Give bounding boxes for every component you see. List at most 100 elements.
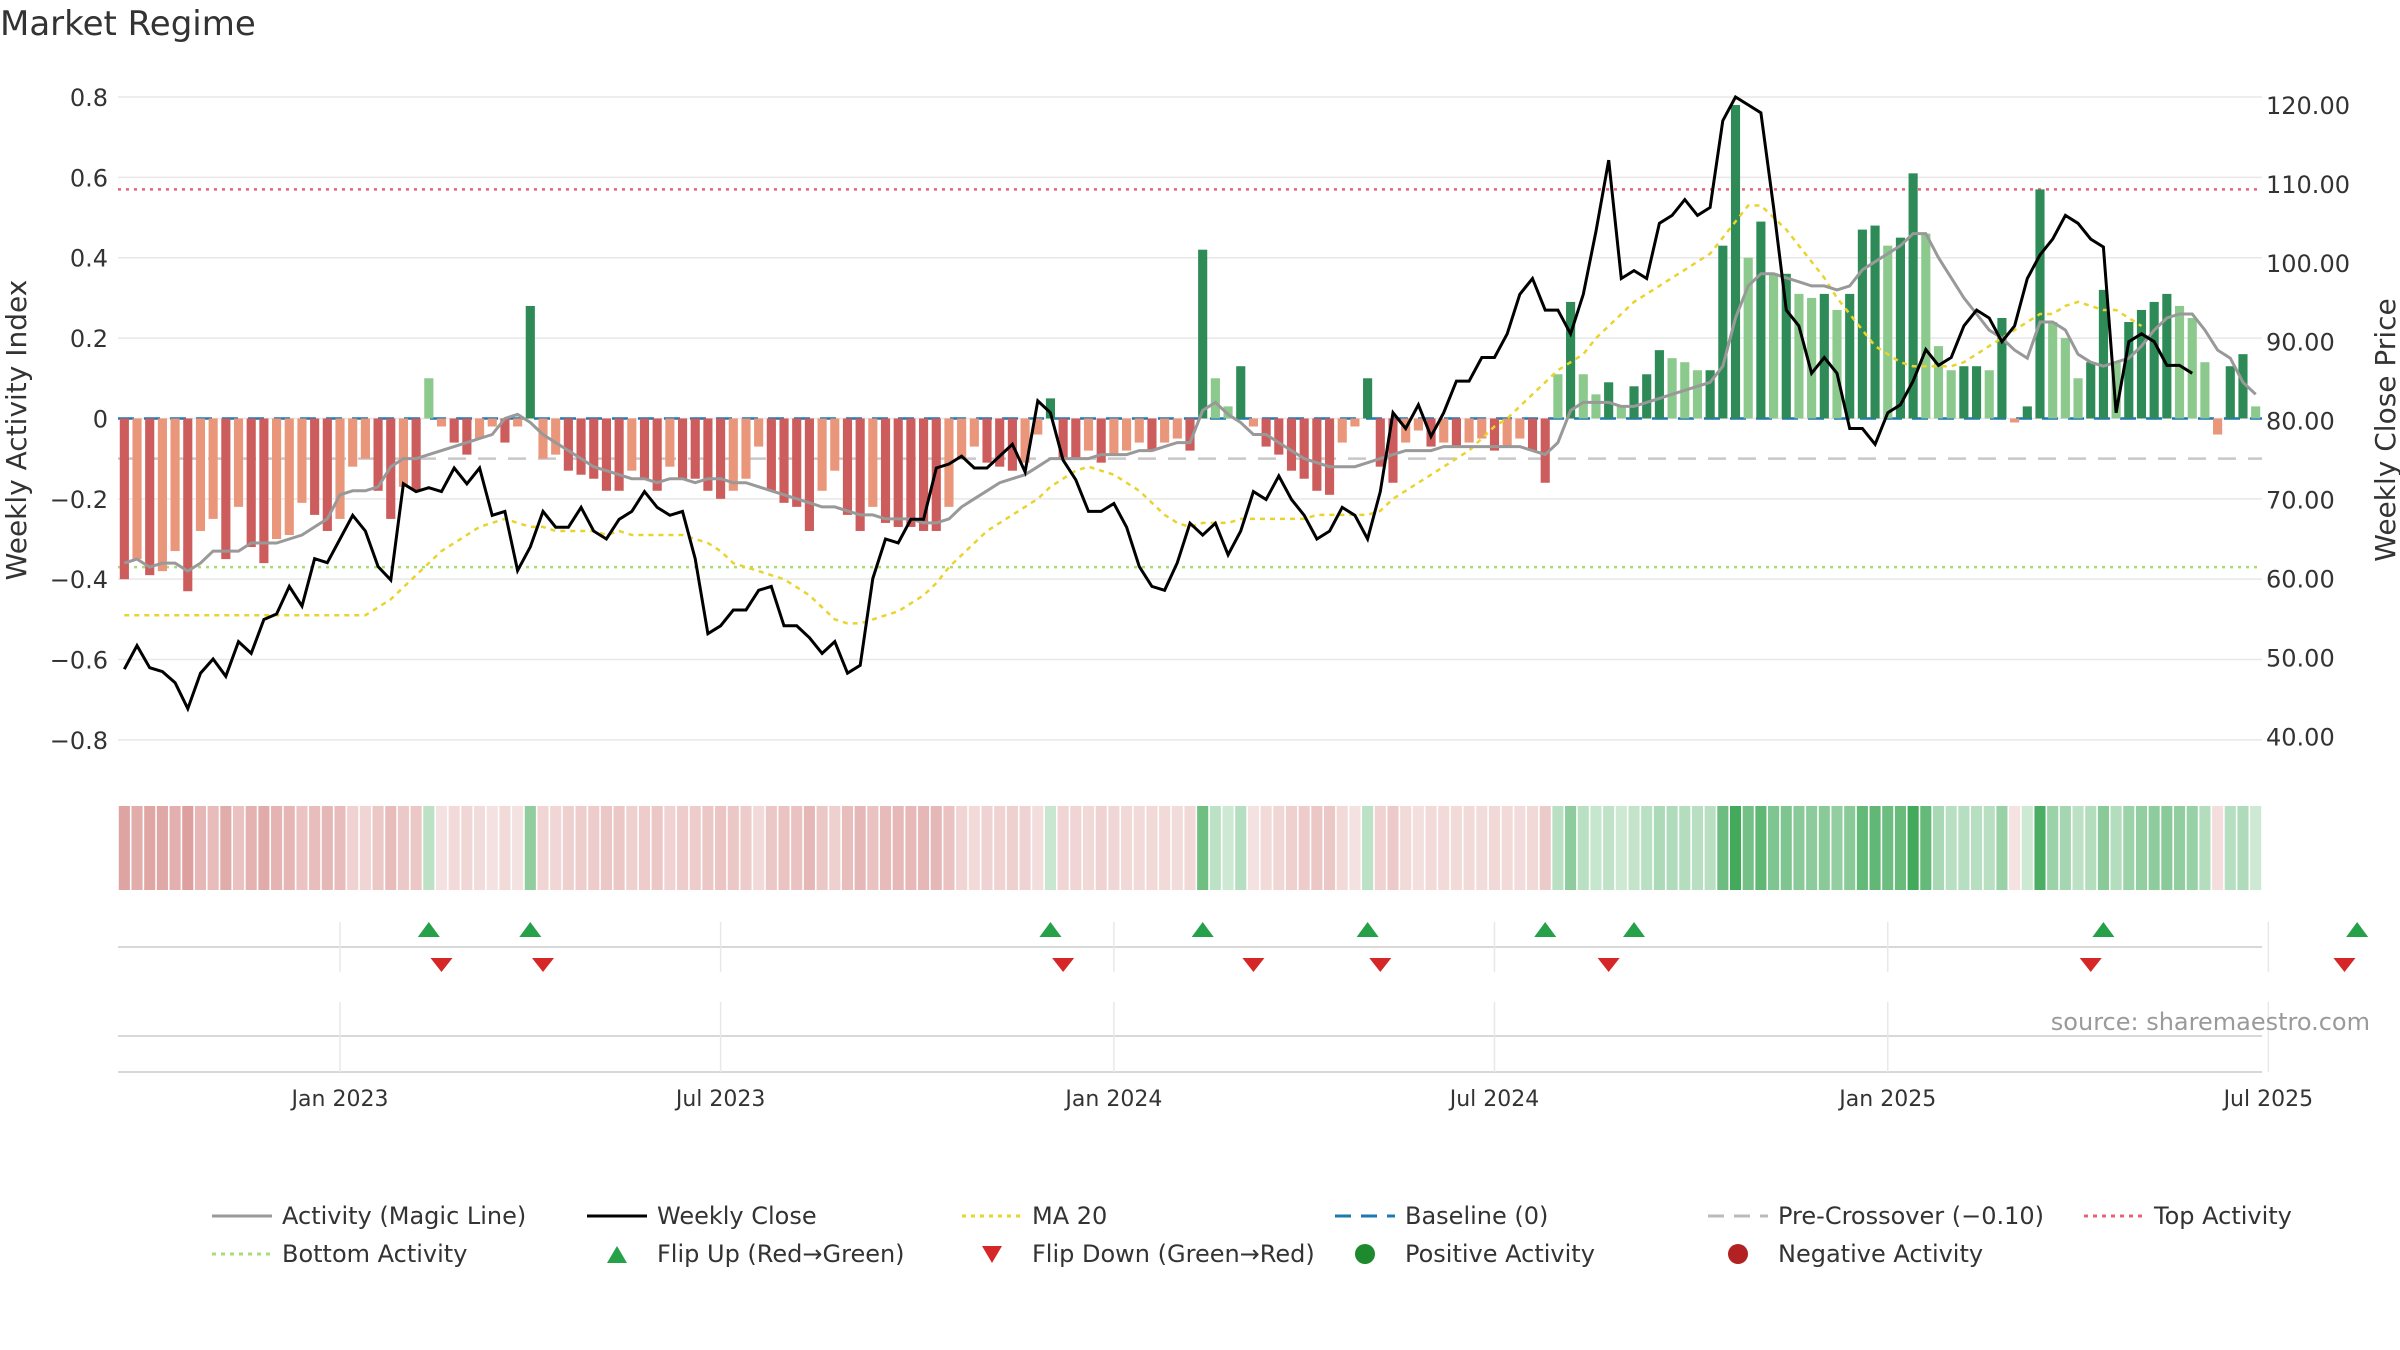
activity-bar — [1172, 418, 1182, 439]
activity-bar — [449, 418, 459, 443]
regime-strip-cell — [2021, 806, 2033, 890]
activity-bar — [373, 418, 383, 491]
regime-strip-cell — [537, 806, 549, 890]
activity-bar — [208, 418, 218, 519]
regime-strip-cell — [803, 806, 815, 890]
flip-up-marker — [1534, 922, 1557, 937]
regime-strip-cell — [879, 806, 892, 890]
activity-bar — [2149, 301, 2159, 419]
regime-strip-cell — [1400, 806, 1412, 890]
x-tick-label: Jul 2024 — [1448, 1087, 1540, 1112]
activity-bar — [576, 418, 586, 475]
legend-item: Weekly Close — [585, 1198, 817, 1234]
regime-strip-cell — [1844, 806, 1856, 890]
regime-strip-cell — [169, 806, 181, 890]
activity-bar — [1160, 418, 1170, 443]
legend-label: Weekly Close — [657, 1202, 817, 1230]
legend-triangle-up — [607, 1246, 627, 1263]
regime-strip-cell — [1311, 806, 1323, 890]
series-lines — [122, 94, 2257, 713]
regime-strip-cell — [1438, 806, 1450, 890]
flip-up-marker — [417, 922, 440, 937]
activity-bar — [652, 418, 662, 491]
activity-bar — [1769, 273, 1779, 419]
regime-strip-cell — [600, 806, 612, 890]
legend-symbol — [1335, 1214, 1395, 1218]
activity-bar — [728, 418, 738, 491]
activity-bar — [1895, 237, 1906, 419]
regime-strip-cell — [435, 806, 448, 890]
activity-bar — [272, 418, 282, 539]
activity-bar — [1083, 418, 1094, 451]
y-tick-left: −0.2 — [50, 486, 108, 514]
activity-bar — [487, 418, 497, 427]
activity-bar — [931, 418, 941, 531]
magic-line — [123, 232, 2257, 573]
regime-strip-cell — [1159, 806, 1171, 890]
regime-strip-cell — [1133, 806, 1145, 890]
regime-strip-cell — [1539, 806, 1551, 890]
activity-bar — [398, 418, 409, 487]
regime-strip-cell — [1349, 806, 1361, 890]
regime-strip-cell — [1831, 806, 1843, 890]
regime-strip-cell — [1222, 806, 1234, 890]
activity-bar — [2073, 378, 2083, 419]
regime-strip-cell — [1590, 806, 1602, 890]
activity-bar — [1908, 173, 1918, 419]
regime-strip-cell — [347, 806, 359, 890]
regime-strip-cell — [1768, 806, 1780, 890]
regime-strip-cell — [410, 806, 422, 890]
x-axis: Jan 2023 Jul 2023 Jan 2024 Jul 2024 Jan 2025… — [290, 1087, 2314, 1112]
regime-strip-cell — [1920, 806, 1932, 890]
activity-bar — [2251, 406, 2261, 419]
activity-bar — [2010, 418, 2020, 423]
regime-strip-cell — [918, 806, 930, 890]
regime-strip-cell — [2059, 806, 2071, 890]
regime-strip-cell — [474, 806, 486, 890]
regime-strip-cell — [2199, 806, 2211, 890]
activity-bar — [1502, 418, 1512, 447]
regime-strip-cell — [1247, 806, 1259, 890]
activity-bar — [1807, 297, 1817, 419]
regime-strip-cell — [1235, 806, 1247, 890]
legend-item: MA 20 — [960, 1198, 1107, 1234]
activity-bar — [500, 418, 510, 443]
legend-symbol — [587, 1214, 647, 1218]
activity-bar — [1312, 418, 1322, 491]
regime-strip-cell — [2161, 806, 2173, 890]
activity-bar — [1971, 366, 1982, 419]
activity-bar — [474, 418, 485, 439]
flip-down-marker — [1369, 958, 1392, 972]
flip-up-marker — [519, 922, 542, 937]
regime-strip-cell — [1273, 806, 1285, 890]
activity-bar — [183, 418, 193, 592]
activity-bar — [1375, 418, 1385, 467]
activity-bar — [513, 418, 523, 427]
legend-symbol — [962, 1214, 1022, 1218]
regime-strip-cell — [2110, 806, 2122, 890]
activity-bar — [1464, 418, 1474, 443]
regime-strip-cell — [613, 806, 625, 890]
regime-strip-cell — [1362, 806, 1374, 890]
y-tick-right: 80.00 — [2266, 408, 2335, 436]
regime-strip-cell — [1298, 806, 1310, 890]
legend-item: Bottom Activity — [210, 1236, 467, 1272]
flip-up-marker — [1623, 922, 1646, 937]
regime-strip-cell — [702, 806, 714, 890]
flip-down-marker — [430, 958, 453, 972]
regime-strip-cell — [1679, 806, 1691, 890]
regime-strip-cell — [1653, 806, 1665, 890]
regime-strip-cell — [956, 806, 968, 890]
regime-strip-cell — [1044, 806, 1056, 890]
regime-strip-cell — [1146, 806, 1158, 890]
activity-bar — [1781, 273, 1791, 419]
activity-bar — [145, 418, 155, 576]
activity-bar — [589, 418, 599, 479]
axes: 0.8 0.6 0.4 0.2 0 −0.2 −0.4 −0.6 −0.8 120.00 110.0… — [50, 84, 2350, 755]
x-tick-label: Jan 2023 — [290, 1087, 389, 1112]
flip-down-marker — [1052, 958, 1075, 972]
legend-symbol — [607, 1246, 627, 1263]
y-tick-left: −0.4 — [50, 566, 108, 594]
legend-label: Pre-Crossover (−0.10) — [1778, 1202, 2045, 1230]
